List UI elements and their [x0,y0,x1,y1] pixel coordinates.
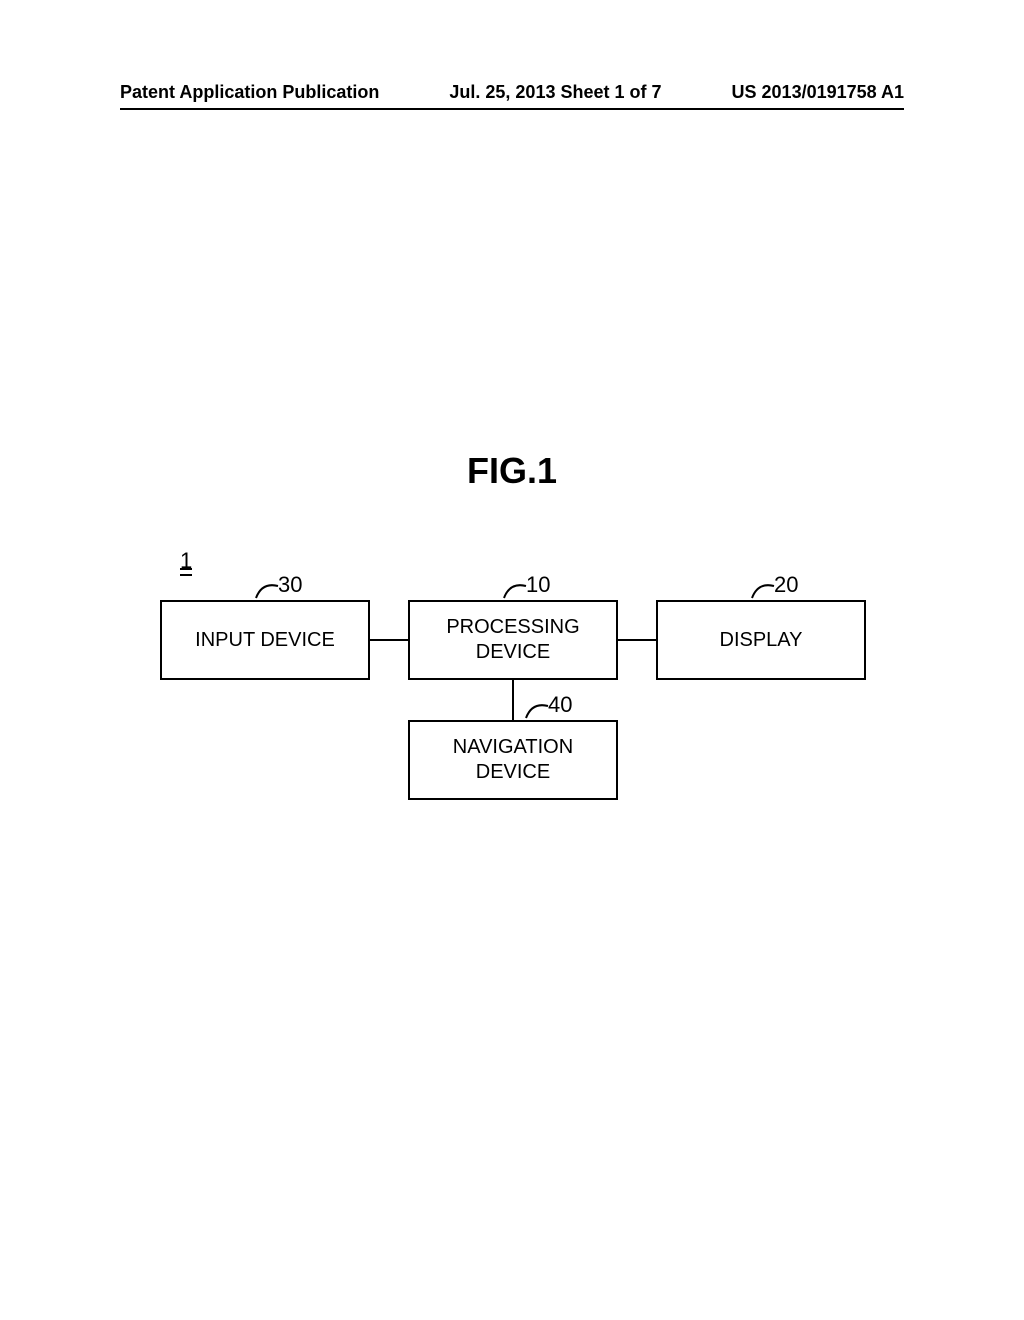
proc-box: PROCESSING DEVICE [408,600,618,680]
system-ref-label: 1 [180,548,192,574]
connector-input-proc [370,639,408,641]
proc-leader [502,578,532,602]
display-leader [750,578,780,602]
header-right: US 2013/0191758 A1 [732,82,904,103]
figure-title: FIG.1 [0,450,1024,492]
connector-proc-nav [512,680,514,720]
proc-box-label: PROCESSING DEVICE [446,615,579,665]
page-header: Patent Application Publication Jul. 25, … [120,82,904,103]
input-box-label: INPUT DEVICE [195,628,335,653]
header-rule [120,108,904,110]
nav-leader [524,698,554,722]
input-leader [254,578,284,602]
nav-box-label: NAVIGATION DEVICE [453,735,573,785]
header-left: Patent Application Publication [120,82,379,103]
input-box: INPUT DEVICE [160,600,370,680]
header-center: Jul. 25, 2013 Sheet 1 of 7 [449,82,661,103]
nav-box: NAVIGATION DEVICE [408,720,618,800]
display-box-label: DISPLAY [720,628,803,653]
connector-proc-display [618,639,656,641]
display-box: DISPLAY [656,600,866,680]
